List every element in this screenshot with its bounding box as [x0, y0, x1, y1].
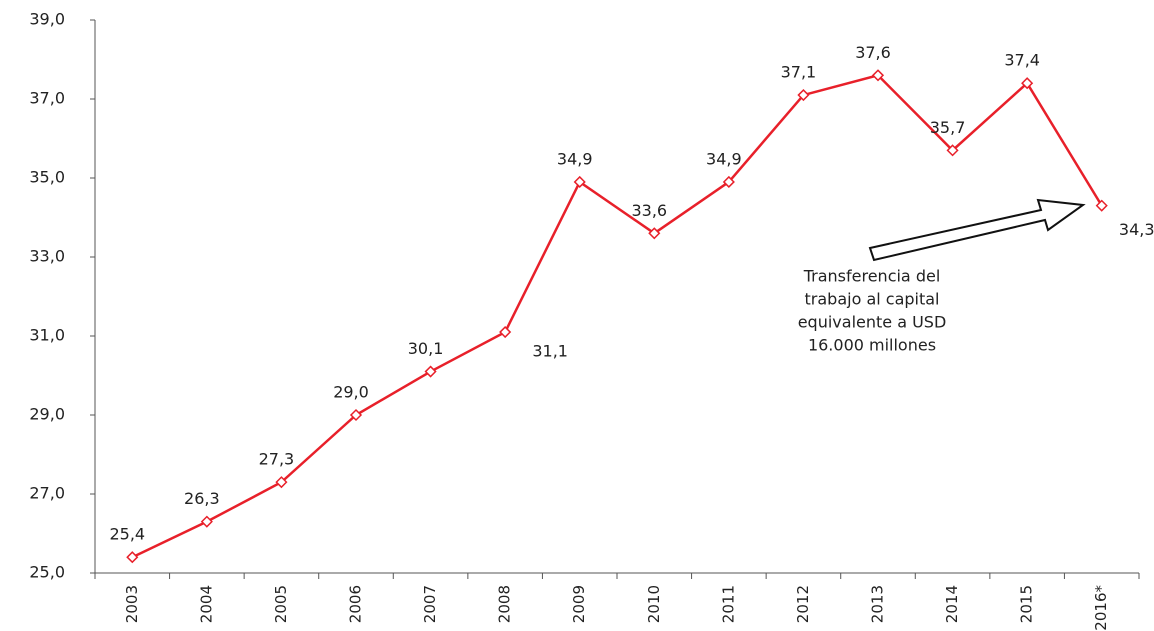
- x-tick-label: 2014: [943, 585, 961, 623]
- x-tick-label: 2008: [496, 585, 514, 623]
- annotation: Transferencia del: [803, 267, 941, 286]
- x-tick-label: 2013: [869, 585, 887, 623]
- marker: [126, 551, 139, 564]
- x-tick-label: 2012: [794, 585, 812, 623]
- data-label: 31,1: [532, 342, 568, 361]
- data-label: 34,3: [1119, 220, 1154, 239]
- data-label: 29,0: [333, 383, 369, 402]
- x-tick-label: 2015: [1018, 585, 1036, 623]
- y-tick-label: 31,0: [29, 326, 65, 345]
- marker: [946, 144, 959, 157]
- annotation: trabajo al capital: [805, 290, 940, 309]
- data-label: 34,9: [557, 149, 593, 168]
- marker: [797, 88, 810, 102]
- x-tick-label: 2007: [421, 585, 439, 623]
- data-label: 35,7: [930, 118, 966, 137]
- data-label: 33,6: [631, 201, 667, 220]
- data-label: 34,9: [706, 149, 742, 168]
- data-label: 25,4: [109, 525, 145, 544]
- marker: [1021, 77, 1034, 90]
- x-tick-label: 2006: [347, 585, 365, 623]
- x-tick-label: 2003: [123, 585, 141, 623]
- x-tick-label: 2011: [719, 585, 737, 623]
- data-label: 30,1: [408, 339, 444, 358]
- y-tick-label: 27,0: [29, 484, 65, 503]
- data-label: 37,4: [1004, 51, 1040, 70]
- x-tick-label: 2005: [272, 585, 290, 623]
- marker: [499, 325, 512, 339]
- annotation: equivalente a USD: [798, 313, 947, 332]
- marker: [275, 476, 288, 489]
- marker: [424, 365, 437, 378]
- y-tick-label: 29,0: [29, 405, 65, 424]
- marker: [1095, 199, 1108, 212]
- data-label: 37,1: [781, 63, 817, 82]
- y-tick-label: 37,0: [29, 89, 65, 108]
- y-tick-label: 25,0: [29, 563, 65, 582]
- y-tick-label: 35,0: [29, 168, 65, 187]
- annotation: 16.000 millones: [808, 336, 936, 355]
- data-label: 37,6: [855, 43, 891, 62]
- x-tick-label: 2016*: [1092, 585, 1110, 631]
- x-tick-label: 2010: [645, 585, 663, 623]
- y-tick-label: 39,0: [29, 10, 65, 29]
- data-label: 26,3: [184, 489, 220, 508]
- x-tick-label: 2004: [197, 585, 215, 623]
- data-label: 27,3: [259, 450, 295, 469]
- marker: [722, 175, 735, 189]
- y-tick-label: 33,0: [29, 247, 65, 266]
- marker: [200, 515, 213, 528]
- marker: [871, 69, 885, 82]
- annotation-arrow: [868, 198, 1086, 262]
- line: [131, 73, 1103, 559]
- marker: [573, 175, 586, 189]
- marker: [648, 227, 661, 240]
- marker: [349, 408, 363, 422]
- x-tick-label: 2009: [570, 585, 588, 623]
